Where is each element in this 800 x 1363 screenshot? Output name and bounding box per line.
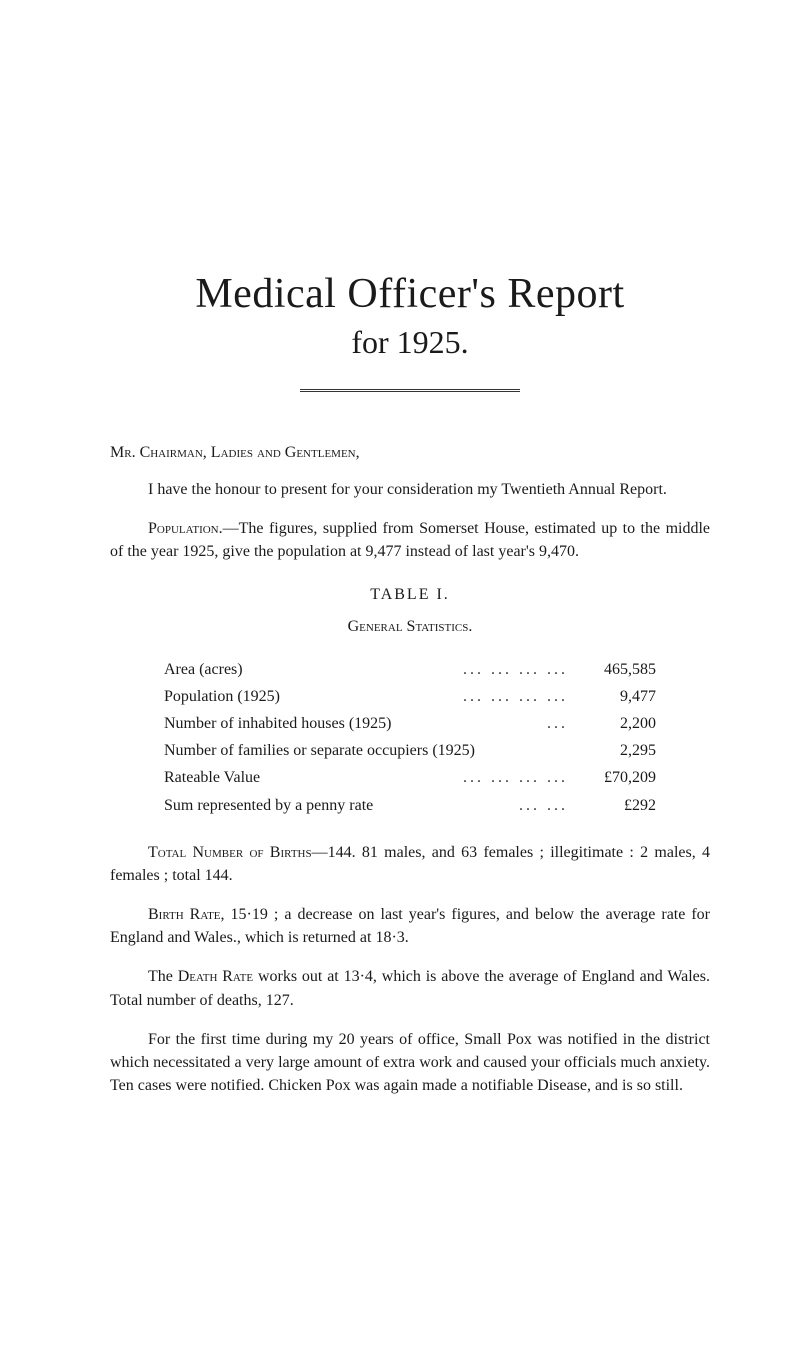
stats-value: 2,200 [576,710,656,737]
table-row: Area (acres) ... ... ... ... 465,585 [164,656,656,683]
stats-label: Number of inhabited houses (1925) [164,710,539,737]
table-row: Rateable Value ... ... ... ... £70,209 [164,764,656,791]
leader-dots: ... ... [511,792,576,819]
leader-dots: ... [539,710,576,737]
stats-label: Sum represented by a penny rate [164,792,511,819]
table-row: Population (1925) ... ... ... ... 9,477 [164,683,656,710]
stats-value: £292 [576,792,656,819]
smallpox-paragraph: For the first time during my 20 years of… [110,1028,710,1098]
table-subheading: General Statistics. [110,618,710,636]
table-heading: TABLE I. [110,586,710,604]
page-title: Medical Officer's Report [110,270,710,318]
births-paragraph: Total Number of Births—144. 81 males, an… [110,841,710,887]
birth-rate-label: Birth Rate, [148,906,225,923]
page-subtitle: for 1925. [110,324,710,361]
leader-dots: ... ... ... ... [455,683,576,710]
population-label: Population. [148,520,223,537]
salutation: Mr. Chairman, Ladies and Gentlemen, [110,444,710,462]
title-rule [300,389,520,392]
population-paragraph: Population.—The figures, supplied from S… [110,517,710,563]
leader-dots: ... ... ... ... [455,764,576,791]
birth-rate-paragraph: Birth Rate, 15·19 ; a decrease on last y… [110,903,710,949]
stats-label: Population (1925) [164,683,455,710]
death-rate-label: Death Rate [178,968,253,985]
death-rate-prefix: The [148,968,178,985]
stats-label: Rateable Value [164,764,455,791]
stats-value: 9,477 [576,683,656,710]
stats-value: £70,209 [576,764,656,791]
table-row: Number of inhabited houses (1925) ... 2,… [164,710,656,737]
stats-label: Number of families or separate occupiers… [164,737,576,764]
table-row: Sum represented by a penny rate ... ... … [164,792,656,819]
death-rate-paragraph: The Death Rate works out at 13·4, which … [110,965,710,1011]
table-row: Number of families or separate occupiers… [164,737,656,764]
leader-dots: ... ... ... ... [455,656,576,683]
intro-paragraph: I have the honour to present for your co… [110,478,710,501]
births-label: Total Number of Births [148,844,312,861]
stats-value: 2,295 [576,737,656,764]
stats-value: 465,585 [576,656,656,683]
general-statistics-table: Area (acres) ... ... ... ... 465,585 Pop… [164,656,656,819]
stats-label: Area (acres) [164,656,455,683]
